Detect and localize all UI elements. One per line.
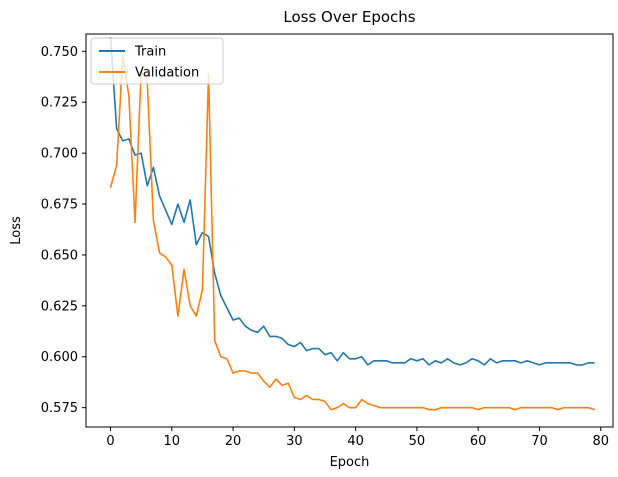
- y-tick-label: 0.725: [41, 96, 78, 111]
- x-tick-label: 20: [225, 434, 242, 449]
- y-tick-label: 0.675: [41, 198, 78, 213]
- x-tick-label: 10: [164, 434, 181, 449]
- x-tick-label: 50: [409, 434, 426, 449]
- x-tick-label: 40: [347, 434, 364, 449]
- x-axis-title: Epoch: [330, 455, 370, 470]
- legend: Train Validation: [90, 37, 224, 85]
- plot-frame: [85, 33, 614, 428]
- y-tick-label: 0.625: [41, 299, 78, 314]
- y-tick-label: 0.650: [41, 248, 78, 263]
- x-tick-label: 70: [531, 434, 548, 449]
- y-tick-label: 0.700: [41, 147, 78, 162]
- legend-label-train: Train: [134, 45, 166, 60]
- series-line-validation: [109, 54, 595, 411]
- chart-title: Loss Over Epochs: [283, 8, 415, 26]
- series-layer: [109, 36, 595, 411]
- legend-label-validation: Validation: [135, 66, 199, 81]
- y-axis-title: Loss: [9, 216, 24, 245]
- y-tick-label: 0.600: [41, 350, 78, 365]
- x-tick-label: 0: [106, 434, 114, 449]
- y-tick-label: 0.750: [41, 45, 78, 60]
- series-line-train: [109, 36, 595, 366]
- y-axis-ticks: 0.575 0.600 0.625 0.650 0.675 0.700 0.725 0.750: [41, 45, 86, 416]
- x-axis-ticks: 0 10 20 30 40 50 60 70 80: [106, 427, 609, 449]
- x-tick-label: 60: [470, 434, 487, 449]
- x-tick-label: 30: [286, 434, 303, 449]
- y-tick-label: 0.575: [41, 401, 78, 416]
- x-tick-label: 80: [592, 434, 609, 449]
